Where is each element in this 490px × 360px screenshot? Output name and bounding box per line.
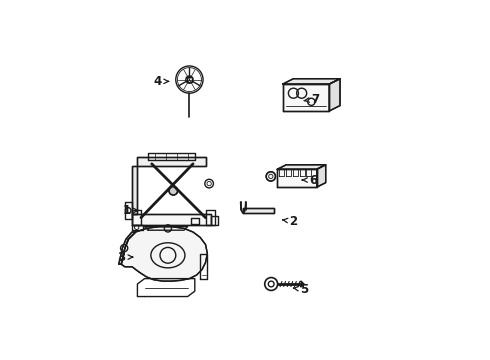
Circle shape bbox=[169, 186, 177, 195]
Polygon shape bbox=[317, 165, 326, 187]
Polygon shape bbox=[283, 84, 329, 111]
Polygon shape bbox=[329, 79, 340, 111]
Text: 6: 6 bbox=[309, 174, 317, 186]
Polygon shape bbox=[122, 226, 207, 281]
Text: 4: 4 bbox=[153, 75, 161, 88]
Polygon shape bbox=[277, 169, 317, 187]
Polygon shape bbox=[243, 208, 274, 213]
Text: 3: 3 bbox=[117, 251, 125, 264]
Polygon shape bbox=[132, 166, 137, 214]
Polygon shape bbox=[132, 214, 211, 225]
Text: 7: 7 bbox=[311, 93, 319, 106]
Polygon shape bbox=[137, 157, 205, 166]
Text: 1: 1 bbox=[122, 204, 131, 217]
Polygon shape bbox=[283, 79, 340, 84]
Text: 2: 2 bbox=[290, 215, 297, 228]
Circle shape bbox=[266, 172, 275, 181]
Text: 5: 5 bbox=[300, 283, 308, 296]
Polygon shape bbox=[277, 165, 326, 169]
Polygon shape bbox=[119, 232, 136, 264]
